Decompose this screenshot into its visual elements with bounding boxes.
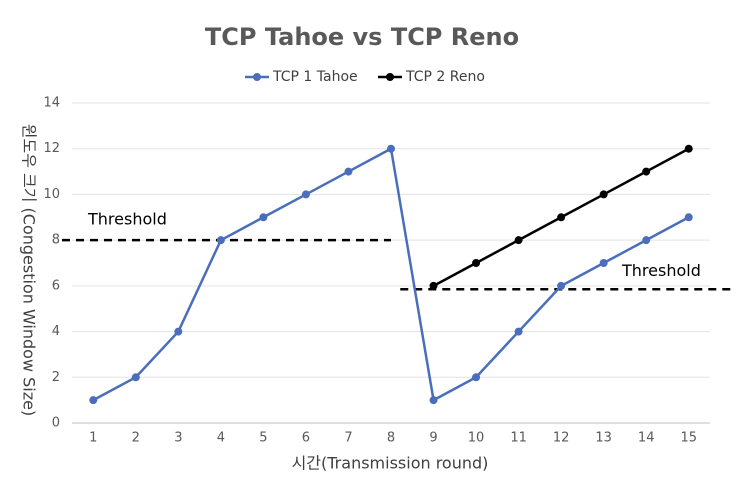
point (131, 373, 140, 382)
y-axis-label: 윈도우 크기 (Congestion Window Size) (20, 124, 39, 416)
x-tick-label: 6 (302, 431, 310, 446)
point (216, 236, 225, 245)
point (684, 213, 693, 222)
x-tick-label: 5 (259, 431, 267, 446)
point (429, 281, 438, 290)
x-axis-label: 시간(Transmission round) (292, 454, 489, 473)
point (557, 281, 566, 290)
y-tick-label: 8 (52, 233, 60, 248)
legend-marker (253, 73, 261, 81)
y-tick-label: 10 (43, 187, 60, 202)
point (599, 190, 608, 199)
x-tick-label: 9 (429, 431, 437, 446)
point (557, 213, 566, 222)
legend-label: TCP 1 Tahoe (272, 69, 358, 85)
x-tick-label: 4 (217, 431, 225, 446)
x-tick-label: 11 (510, 431, 527, 446)
point (642, 167, 651, 176)
y-tick-label: 6 (52, 278, 60, 293)
x-tick-label: 2 (132, 431, 140, 446)
y-tick-label: 14 (43, 96, 60, 111)
x-tick-label: 14 (638, 431, 655, 446)
point (642, 236, 651, 245)
point (344, 167, 353, 176)
point (301, 190, 310, 199)
point (174, 327, 183, 336)
threshold-label: Threshold (621, 261, 701, 280)
point (599, 259, 608, 267)
x-tick-label: 7 (344, 431, 352, 446)
y-tick-label: 2 (52, 370, 60, 385)
x-tick-label: 13 (595, 431, 612, 446)
x-tick-label: 8 (387, 431, 395, 446)
x-tick-label: 1 (89, 431, 97, 446)
point (89, 396, 98, 405)
point (259, 213, 268, 222)
x-tick-label: 12 (553, 431, 570, 446)
y-tick-label: 12 (43, 141, 60, 156)
y-tick-label: 0 (52, 416, 60, 431)
point (514, 236, 523, 245)
point (472, 373, 481, 382)
x-tick-label: 15 (680, 431, 697, 446)
point (429, 396, 438, 405)
legend-marker (386, 73, 394, 81)
legend-label: TCP 2 Reno (405, 69, 485, 85)
x-tick-label: 3 (174, 431, 182, 446)
point (472, 259, 481, 267)
x-tick-label: 10 (468, 431, 485, 446)
threshold-label: Threshold (87, 210, 167, 229)
point (387, 144, 395, 153)
chart-title: TCP Tahoe vs TCP Reno (205, 23, 519, 51)
y-tick-label: 4 (52, 324, 60, 339)
point (684, 144, 693, 153)
point (514, 327, 523, 336)
